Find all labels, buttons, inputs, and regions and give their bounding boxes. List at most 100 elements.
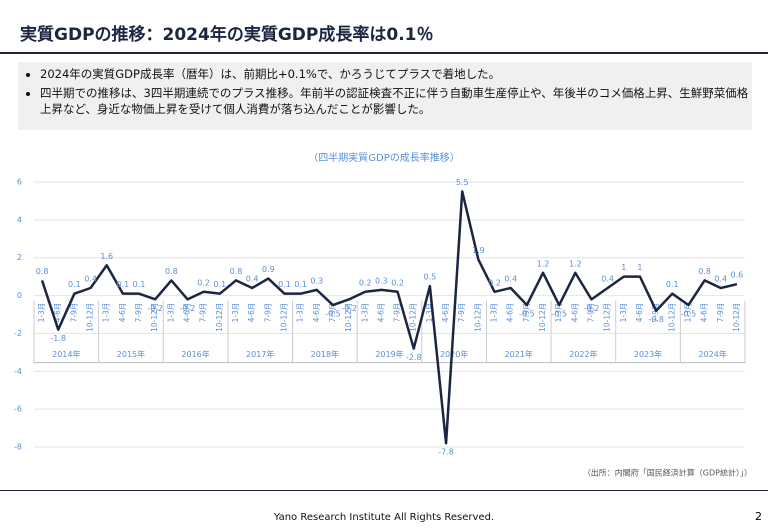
data-label: 0.3 — [310, 276, 323, 285]
x-tick-label: 4-6月 — [570, 303, 579, 323]
x-tick-label: 10-12月 — [667, 303, 676, 332]
x-tick-label: 7-9月 — [457, 303, 466, 323]
data-label: 1 — [621, 263, 626, 272]
x-tick-label: 1-3月 — [231, 303, 240, 323]
data-label: 0.2 — [359, 278, 372, 287]
data-label: -0.5 — [681, 310, 697, 319]
x-tick-label: 7-9月 — [393, 303, 402, 323]
x-tick-label: 10-12月 — [538, 303, 547, 332]
title-rule — [0, 52, 768, 54]
year-label: 2017年 — [246, 349, 274, 359]
data-label: -0.2 — [180, 304, 196, 313]
data-label: -0.5 — [325, 310, 341, 319]
x-tick-label: 7-9月 — [651, 303, 660, 323]
year-label: 2019年 — [375, 349, 403, 359]
x-tick-label: 4-6月 — [635, 303, 644, 323]
year-label: 2014年 — [52, 349, 80, 359]
data-label: 0.1 — [213, 280, 226, 289]
data-label: 0.8 — [165, 267, 178, 276]
data-label: -0.2 — [147, 304, 163, 313]
x-tick-label: 1-3月 — [554, 303, 563, 323]
x-tick-label: 10-12月 — [86, 303, 95, 332]
x-tick-label: 4-6月 — [53, 303, 62, 323]
bullet: 四半期での推移は、3四半期連続でのプラス推移。年前半の認証検査不正に伴う自動車生… — [40, 85, 752, 117]
bullet: 2024年の実質GDP成長率（暦年）は、前期比+0.1%で、かろうじてプラスで着… — [40, 66, 752, 82]
data-label: -0.8 — [648, 315, 664, 324]
x-tick-label: 7-9月 — [716, 303, 725, 323]
year-label: 2024年 — [699, 349, 727, 359]
chart-title: （四半期実質GDPの成長率推移） — [308, 151, 459, 164]
data-label: 0.2 — [488, 278, 501, 287]
x-tick-label: 1-3月 — [166, 303, 175, 323]
data-label: -1.8 — [50, 334, 66, 343]
data-label: 0.4 — [504, 275, 517, 284]
data-label: 0.8 — [698, 267, 711, 276]
x-tick-label: 4-6月 — [183, 303, 192, 323]
series-line — [40, 190, 738, 445]
data-label: -7.8 — [438, 448, 454, 457]
x-tick-label: 1-3月 — [37, 303, 46, 323]
year-label: 2016年 — [181, 349, 209, 359]
x-tick-label: 10-12月 — [150, 303, 159, 332]
data-label: 0.1 — [666, 280, 679, 289]
x-tick-label: 1-3月 — [425, 303, 434, 323]
y-tick-label: -8 — [14, 443, 22, 452]
y-tick-label: 2 — [17, 253, 22, 262]
data-label: -0.5 — [519, 310, 535, 319]
data-label: 0.1 — [68, 280, 81, 289]
x-tick-label: 10-12月 — [215, 303, 224, 332]
data-label: 1 — [637, 263, 642, 272]
x-tick-label: 10-12月 — [344, 303, 353, 332]
x-tick-label: 1-3月 — [296, 303, 305, 323]
data-label: 0.6 — [731, 271, 744, 280]
data-label: 0.4 — [246, 275, 259, 284]
data-label: 1.2 — [569, 259, 582, 268]
data-label: 1.9 — [472, 246, 485, 255]
x-tick-label: 10-12月 — [473, 303, 482, 332]
data-label: 1.2 — [537, 259, 550, 268]
data-label: 0.9 — [262, 265, 275, 274]
x-tick-label: 1-3月 — [490, 303, 499, 323]
data-label: 0.5 — [424, 273, 437, 282]
data-label: 0.1 — [294, 280, 307, 289]
x-tick-label: 1-3月 — [683, 303, 692, 323]
data-label: 5.5 — [456, 178, 469, 187]
x-tick-label: 7-9月 — [69, 303, 78, 323]
y-tick-label: 0 — [17, 291, 22, 300]
x-tick-label: 4-6月 — [376, 303, 385, 323]
data-label: 0.2 — [197, 278, 210, 287]
x-tick-label: 4-6月 — [700, 303, 709, 323]
data-label: -2.8 — [406, 353, 422, 362]
y-tick-label: -4 — [14, 367, 22, 376]
x-tick-label: 1-3月 — [102, 303, 111, 323]
chart: （四半期実質GDPの成長率推移） （出所：内閣府「国民経済計算（GDP統計）」）… — [14, 151, 752, 478]
data-label: 0.8 — [36, 267, 49, 276]
x-tick-label: 4-6月 — [441, 303, 450, 323]
data-label: 1.6 — [100, 252, 113, 261]
year-label: 2021年 — [505, 349, 533, 359]
year-label: 2015年 — [117, 349, 145, 359]
data-label: -0.2 — [341, 304, 357, 313]
data-label: 0.1 — [117, 280, 130, 289]
data-label: 0.3 — [375, 276, 388, 285]
x-tick-label: 10-12月 — [603, 303, 612, 332]
year-label: 2018年 — [311, 349, 339, 359]
year-label: 2022年 — [569, 349, 597, 359]
x-tick-label: 1-3月 — [360, 303, 369, 323]
data-label: 0.2 — [391, 278, 404, 287]
x-tick-label: 7-9月 — [199, 303, 208, 323]
slide-title: 実質GDPの推移：2024年の実質GDP成長率は0.1％ — [20, 25, 434, 45]
data-label: 0.8 — [230, 267, 243, 276]
data-label: 0.1 — [278, 280, 291, 289]
x-tick-label: 10-12月 — [279, 303, 288, 332]
y-tick-label: 4 — [17, 215, 22, 224]
bullet-box: 2024年の実質GDP成長率（暦年）は、前期比+0.1%で、かろうじてプラスで着… — [18, 62, 752, 130]
x-tick-label: 4-6月 — [312, 303, 321, 323]
data-label: 0.4 — [601, 275, 614, 284]
x-tick-label: 4-6月 — [506, 303, 515, 323]
data-label: -0.2 — [584, 304, 600, 313]
footer-rule — [0, 490, 768, 491]
x-tick-label: 7-9月 — [263, 303, 272, 323]
data-label: 0.1 — [133, 280, 146, 289]
x-tick-label: 10-12月 — [732, 303, 741, 332]
